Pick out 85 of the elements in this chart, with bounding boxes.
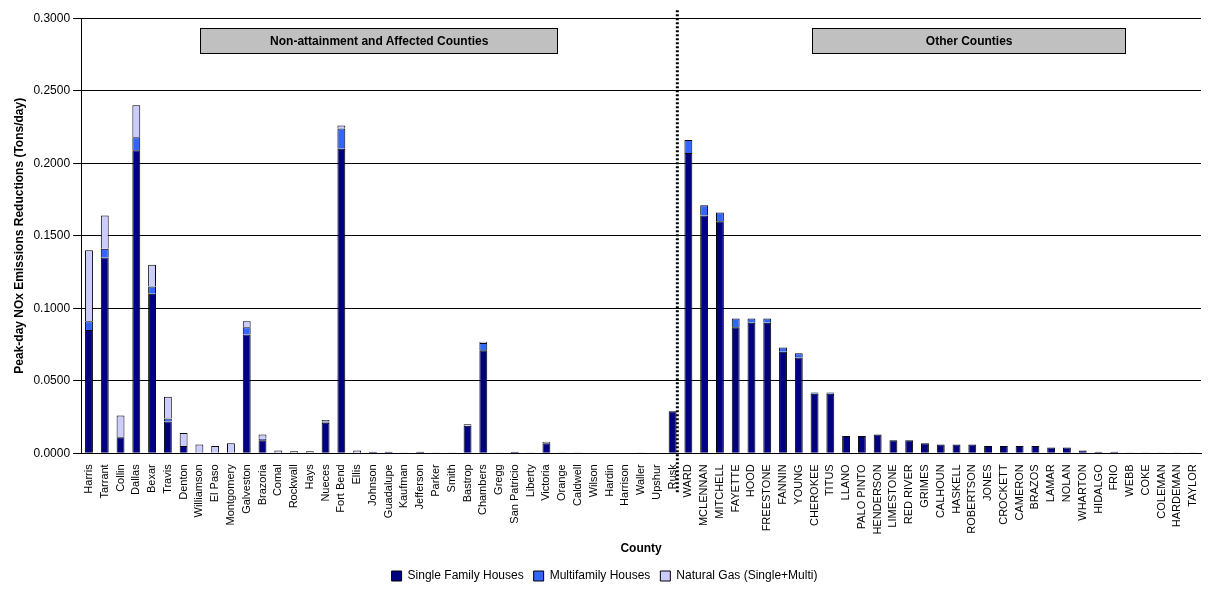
- y-axis-title: Peak-day NOx Emissions Reductions (Tons/day): [11, 97, 26, 374]
- x-tick-label: San Patricio: [507, 464, 520, 524]
- x-tick-label: HARDEMAN: [1170, 464, 1183, 528]
- x-tick-label: Wilson: [586, 464, 599, 498]
- x-tick-label: YOUNG: [791, 464, 804, 505]
- x-tick-label: WARD: [681, 464, 694, 498]
- x-tick-label: WHARTON: [1075, 464, 1088, 521]
- x-tick-label: Upshur: [649, 463, 662, 500]
- x-tick-label: Ellis: [350, 463, 363, 485]
- x-tick-label: Hays: [302, 463, 315, 490]
- x-tick-label: COKE: [1138, 464, 1151, 496]
- x-tick-label: Johnson: [365, 464, 378, 506]
- x-tick-label: Harrison: [618, 464, 631, 506]
- x-tick-label: Parker: [429, 463, 442, 497]
- x-tick-label: Nueces: [318, 463, 331, 502]
- x-tick-label: Waller: [634, 463, 647, 496]
- x-tick-label: Denton: [176, 464, 189, 500]
- x-tick-label: HENDERSON: [870, 464, 883, 535]
- x-tick-label: FANNIN: [776, 464, 789, 505]
- x-tick-label: BRAZOS: [1028, 464, 1041, 510]
- x-tick-label: TAYLOR: [1186, 464, 1199, 507]
- y-tick-label: 0.0500: [33, 373, 71, 388]
- x-tick-label: Tarrant: [97, 464, 110, 499]
- x-tick-label: NOLAN: [1059, 464, 1072, 503]
- x-tick-label: Harris: [82, 463, 95, 494]
- y-tick-label: 0.2000: [33, 155, 71, 170]
- x-tick-label: HIDALGO: [1091, 463, 1104, 514]
- x-tick-label: CHEROKEE: [807, 464, 820, 527]
- x-tick-label: Collin: [113, 464, 126, 492]
- x-tick-label: TITUS: [823, 464, 836, 497]
- x-tick-label: Comal: [271, 464, 284, 497]
- x-tick-label: Victoria: [539, 463, 552, 501]
- x-tick-label: COLEMAN: [1154, 464, 1167, 519]
- x-tick-label: FRIO: [1107, 463, 1120, 491]
- x-tick-label: Gregg: [492, 464, 505, 495]
- x-tick-label: ROBERTSON: [965, 464, 978, 534]
- label-box: Non-attainment and Affected Counties: [200, 28, 559, 55]
- x-tick-label: LIMESTONE: [886, 464, 899, 528]
- legend-label: Single Family Houses: [407, 568, 524, 583]
- x-tick-label: Caldwell: [570, 464, 583, 506]
- x-tick-label: Smith: [444, 464, 457, 493]
- x-tick-label: Chambers: [476, 463, 489, 516]
- y-tick-label: 0.0000: [33, 445, 71, 460]
- x-tick-label: JONES: [981, 464, 994, 501]
- x-tick-label: MITCHELL: [712, 464, 725, 519]
- x-tick-label: CROCKETT: [996, 464, 1009, 525]
- x-tick-label: Jefferson: [413, 464, 426, 510]
- x-tick-label: FAYETTE: [728, 464, 741, 513]
- x-tick-label: Rusk: [665, 463, 678, 490]
- x-tick-label: GRIMES: [918, 464, 930, 508]
- x-tick-label: RED RIVER: [902, 464, 915, 525]
- x-tick-label: Montgomery: [223, 463, 236, 526]
- x-tick-label: WEBB: [1123, 464, 1136, 497]
- x-tick-label: CALHOUN: [933, 464, 946, 519]
- x-tick-label: Bexar: [145, 463, 158, 494]
- label-box: Other Counties: [812, 28, 1127, 55]
- x-tick-label: Orange: [555, 464, 568, 502]
- x-tick-label: Kaufman: [397, 464, 410, 509]
- x-tick-label: Hardin: [602, 464, 615, 497]
- x-tick-label: LAMAR: [1044, 464, 1057, 503]
- x-tick-label: Williamson: [192, 464, 205, 518]
- x-tick-label: FREESTONE: [760, 464, 773, 532]
- y-tick-label: 0.2500: [33, 83, 71, 98]
- x-axis-title: County: [620, 541, 663, 556]
- x-tick-label: CAMERON: [1012, 464, 1025, 521]
- x-tick-label: Fort Bend: [334, 464, 347, 513]
- y-tick-label: 0.3000: [33, 10, 71, 25]
- x-tick-label: PALO PINTO: [854, 463, 867, 530]
- x-tick-label: El Paso: [208, 464, 221, 503]
- x-tick-label: HOOD: [744, 464, 757, 498]
- x-tick-label: Liberty: [523, 463, 536, 498]
- y-tick-label: 0.1000: [33, 300, 71, 315]
- legend-label: Multifamily Houses: [549, 568, 651, 583]
- x-tick-label: Bastrop: [460, 464, 473, 503]
- x-tick-label: HASKELL: [949, 464, 962, 514]
- legend-label: Natural Gas (Single+Multi): [676, 568, 818, 583]
- y-tick-label: 0.1500: [33, 228, 71, 243]
- x-tick-label: MCLENNAN: [697, 464, 710, 527]
- x-tick-label: LLANO: [839, 463, 852, 501]
- x-tick-label: Rockwall: [287, 464, 300, 509]
- x-tick-label: Dallas: [129, 463, 142, 495]
- x-tick-label: Brazoria: [255, 463, 268, 506]
- x-tick-label: Travis: [160, 463, 173, 494]
- x-tick-label: Guadalupe: [381, 464, 394, 519]
- x-tick-label: Galveston: [239, 464, 252, 514]
